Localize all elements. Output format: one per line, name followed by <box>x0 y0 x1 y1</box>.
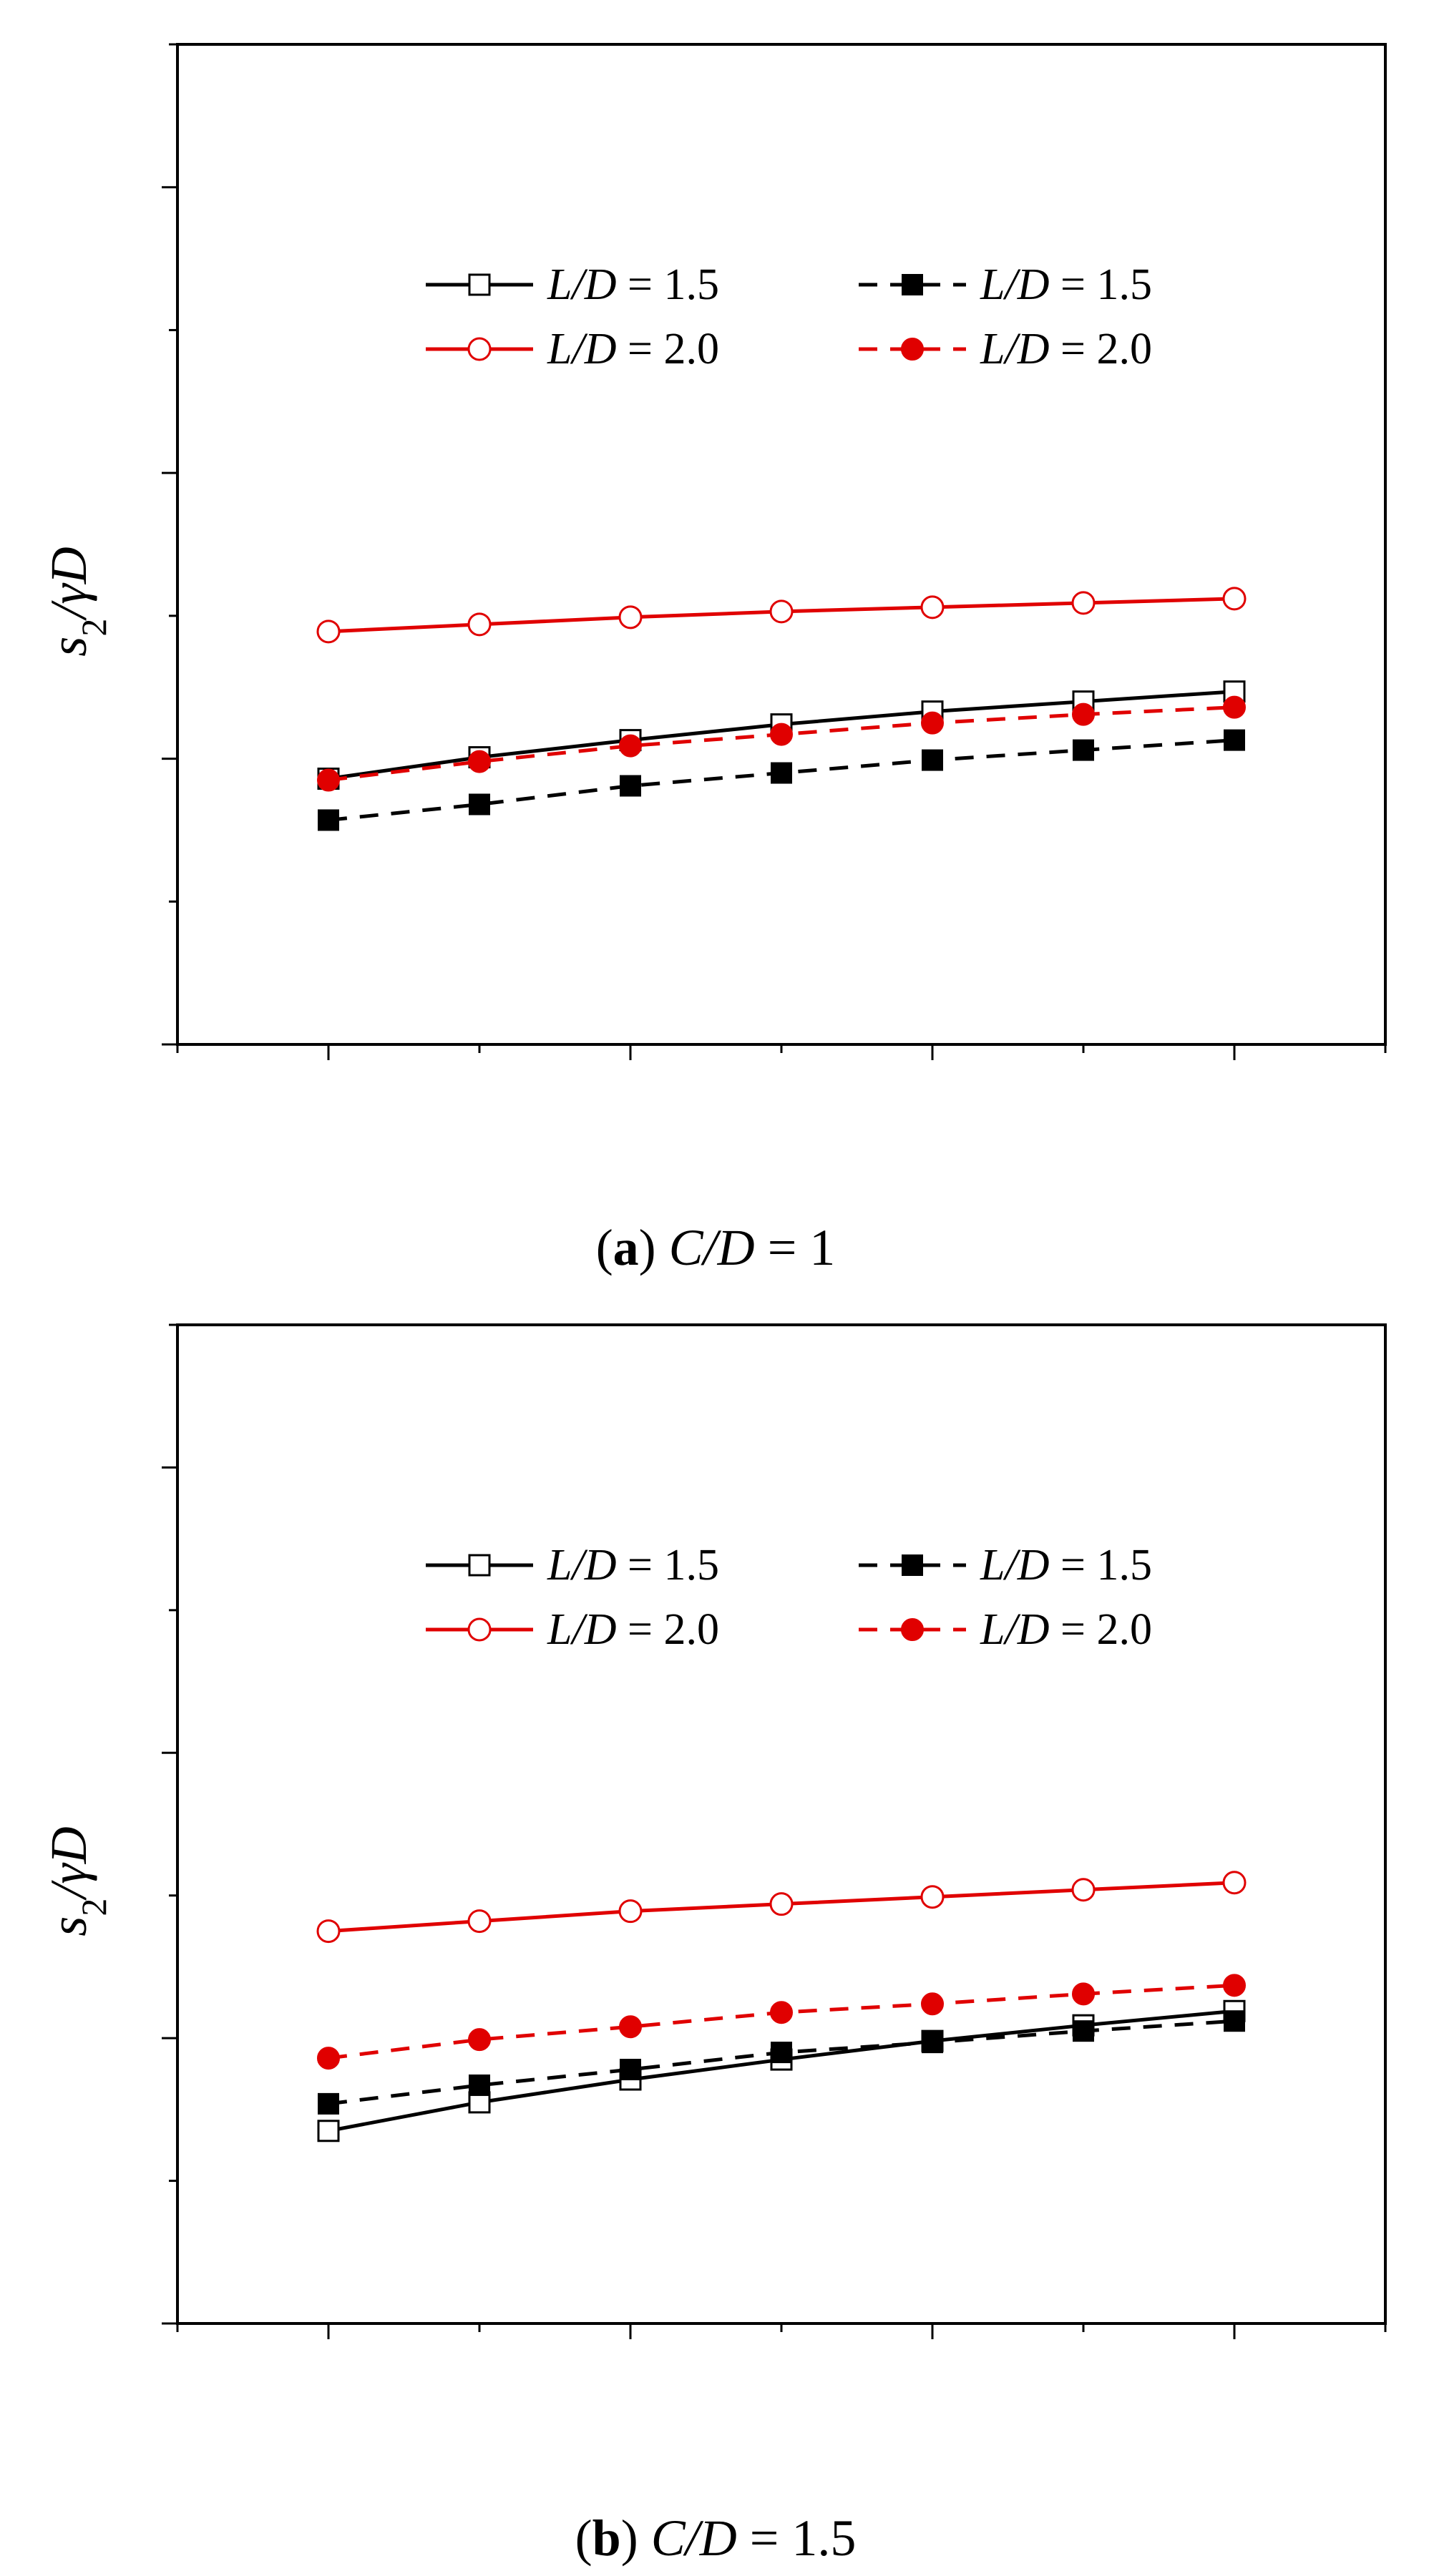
series-2-point <box>771 762 792 784</box>
y-axis-label: s2/γD <box>40 547 114 656</box>
series-2-point <box>469 793 490 816</box>
series-2-point <box>1224 729 1245 751</box>
series-3-point <box>770 723 793 746</box>
series-3-point <box>1223 695 1246 719</box>
legend-marker <box>468 273 491 296</box>
series-3-point <box>921 711 944 735</box>
chart-panel-a: s2/γD L/D = 1.5 L/D = 2.0 L/D = 1.5 L/D = 2.… <box>40 43 1387 1276</box>
series-0-point <box>317 2120 340 2142</box>
series-3-point <box>317 768 340 792</box>
series-1-point <box>467 1909 492 1934</box>
series-3-point <box>317 2047 340 2070</box>
series-1-point <box>618 1899 643 1924</box>
legend-entry-label: L/D = 2.0 <box>547 1605 719 1654</box>
series-1-point <box>769 599 794 624</box>
plot-frame <box>176 43 1387 1046</box>
series-1-point <box>1071 1878 1096 1902</box>
plot-frame <box>176 1323 1387 2325</box>
series-3-point <box>1223 1974 1246 1997</box>
legend-entry-label: L/D = 1.5 <box>547 1541 719 1590</box>
series-1-point <box>467 612 492 637</box>
panel-caption: (b) C/D = 1.5 <box>575 2509 857 2567</box>
series-2-point <box>1224 2010 1245 2032</box>
series-1-point <box>316 619 341 644</box>
series-1-point <box>316 1919 341 1944</box>
series-2-point <box>318 2092 339 2115</box>
series-2-point <box>922 2032 943 2054</box>
legend-marker <box>468 1554 491 1577</box>
series-3-point <box>619 2015 642 2039</box>
series-1-point <box>1071 591 1096 615</box>
series-2-point <box>1073 739 1094 761</box>
series-3-point <box>468 750 491 773</box>
series-3-point <box>770 2001 793 2024</box>
series-2-point <box>922 749 943 771</box>
series-1-point <box>618 605 643 630</box>
legend-entry-label: L/D = 1.5 <box>980 1541 1152 1590</box>
panel-caption: (a) C/D = 1 <box>596 1219 836 1276</box>
chart-panel-b: s2/γD L/D = 1.5 L/D = 2.0 L/D = 1.5 L/D = 2.… <box>40 1323 1387 2567</box>
series-3-point <box>921 1992 944 2016</box>
legend-entry-label: L/D = 1.5 <box>980 260 1152 309</box>
series-2-point <box>771 2042 792 2064</box>
legend-entry-label: L/D = 2.0 <box>980 325 1152 373</box>
series-2-point <box>1073 2020 1094 2042</box>
legend-marker <box>901 338 924 361</box>
series-2-point <box>620 775 641 797</box>
series-1-point <box>920 1885 945 1909</box>
y-axis-label: s2/γD <box>40 1826 114 1936</box>
series-2-point <box>318 809 339 831</box>
series-3-point <box>1072 702 1095 726</box>
legend-entry-label: L/D = 2.0 <box>980 1605 1152 1654</box>
series-3-point <box>619 734 642 758</box>
series-1-point <box>769 1892 794 1916</box>
legend-marker <box>902 274 923 295</box>
legend-entry-label: L/D = 2.0 <box>547 325 719 373</box>
legend-entry-label: L/D = 1.5 <box>547 260 719 309</box>
legend-marker <box>467 1617 492 1642</box>
legend-marker <box>901 1618 924 1641</box>
legend-marker <box>902 1554 923 1576</box>
series-2-point <box>469 2074 490 2096</box>
legend-marker <box>467 337 492 361</box>
series-3-point <box>1072 1982 1095 2006</box>
series-1-point <box>1222 587 1247 611</box>
series-1-point <box>1222 1871 1247 1895</box>
series-2-point <box>620 2059 641 2081</box>
series-3-point <box>468 2028 491 2052</box>
series-1-point <box>920 595 945 619</box>
